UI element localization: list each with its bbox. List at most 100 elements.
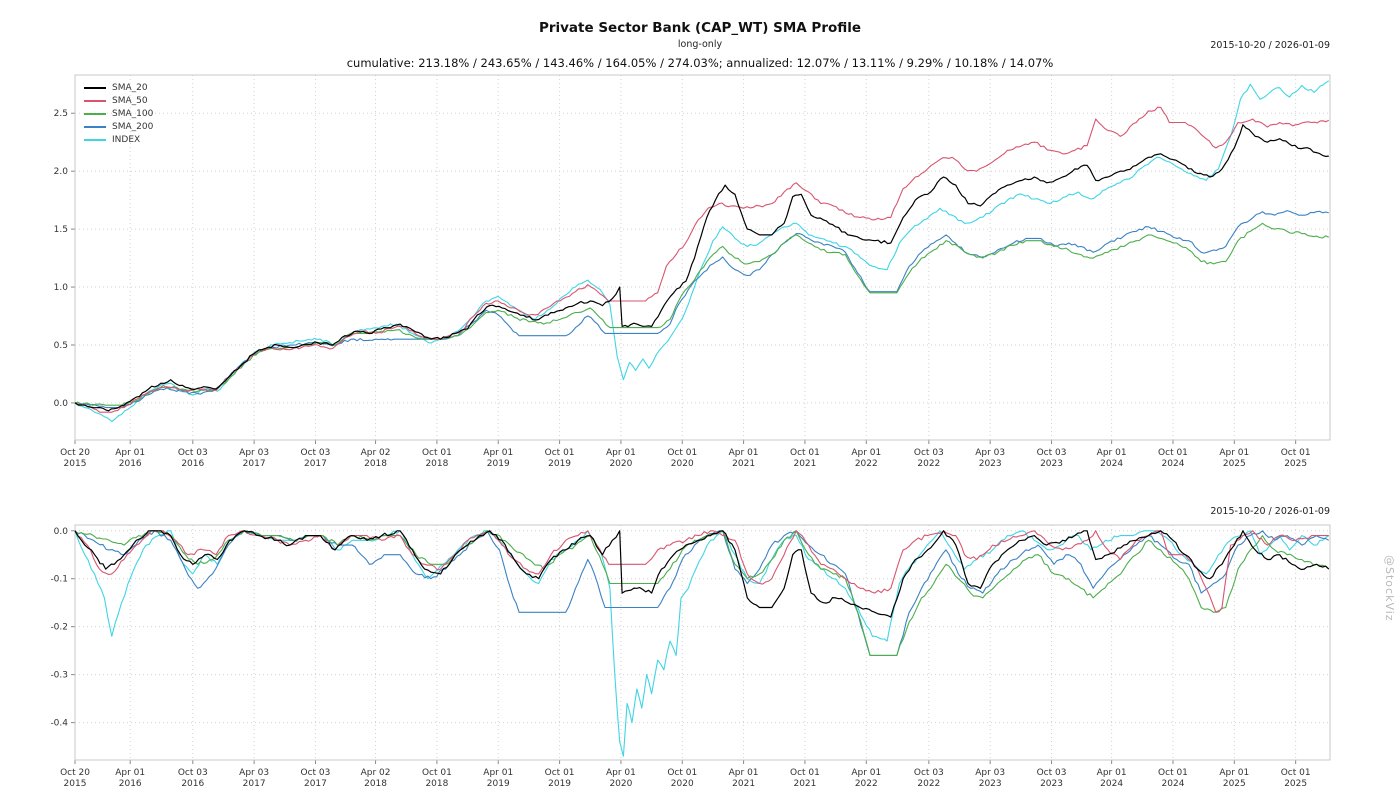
gridlines — [74, 75, 1330, 440]
series-line-SMA_50 — [74, 530, 1329, 613]
x-tick-year: 2016 — [119, 779, 142, 789]
x-tick-year: 2018 — [425, 779, 448, 789]
chart-title: Private Sector Bank (CAP_WT) SMA Profile — [538, 20, 862, 36]
x-tick-year: 2020 — [671, 459, 694, 469]
y-tick-label: 0.0 — [54, 399, 69, 409]
legend-swatch — [84, 100, 106, 102]
legend-swatch — [84, 113, 106, 115]
x-tick-label: Oct 03 — [914, 768, 944, 778]
date-range-top: 2015-10-20 / 2026-01-09 — [1210, 40, 1330, 51]
x-tick-year: 2015 — [64, 459, 87, 469]
x-tick-label: Oct 01 — [1158, 448, 1188, 458]
series-line-SMA_20 — [74, 530, 1330, 618]
x-tick-year: 2019 — [487, 779, 510, 789]
y-tick-label: 0.5 — [54, 341, 68, 351]
x-tick-year: 2022 — [855, 459, 878, 469]
series-line-SMA_200 — [74, 530, 1330, 656]
x-tick-year: 2020 — [609, 459, 632, 469]
x-tick-year: 2016 — [181, 459, 204, 469]
x-tick-year: 2024 — [1100, 459, 1123, 469]
x-tick-year: 2017 — [304, 779, 327, 789]
x-tick-year: 2017 — [304, 459, 327, 469]
x-tick-label: Apr 03 — [239, 768, 269, 778]
legend-item-index: INDEX — [84, 135, 153, 145]
legend-item-sma_50: SMA_50 — [84, 96, 153, 106]
x-tick-year: 2025 — [1223, 779, 1246, 789]
x-tick-label: Apr 01 — [729, 768, 759, 778]
legend: SMA_20 SMA_50 SMA_100 SMA_200 INDEX — [84, 83, 153, 145]
x-tick-label: Apr 01 — [483, 448, 513, 458]
y-tick-label: -0.1 — [50, 575, 68, 585]
series-line-SMA_20 — [74, 124, 1329, 412]
x-tick-year: 2022 — [917, 459, 940, 469]
plot-border — [74, 524, 1331, 761]
x-tick-year: 2023 — [1040, 459, 1063, 469]
y-tick-label: 2.0 — [54, 167, 69, 177]
y-tick-label: 2.5 — [54, 109, 68, 119]
y-tick-label: 0.0 — [54, 527, 69, 537]
x-tick-year: 2024 — [1100, 779, 1123, 789]
x-tick-year: 2023 — [979, 779, 1002, 789]
x-tick-year: 2018 — [425, 459, 448, 469]
series-line-SMA_100 — [74, 530, 1330, 656]
x-tick-label: Oct 03 — [1037, 768, 1067, 778]
x-tick-year: 2025 — [1284, 779, 1307, 789]
x-tick-label: Apr 01 — [115, 448, 145, 458]
x-tick-year: 2018 — [364, 779, 387, 789]
x-tick-label: Apr 01 — [606, 768, 636, 778]
x-tick-year: 2021 — [793, 779, 816, 789]
legend-item-sma_100: SMA_100 — [84, 109, 153, 119]
legend-swatch — [84, 87, 106, 89]
x-tick-year: 2024 — [1162, 779, 1185, 789]
x-tick-year: 2016 — [181, 779, 204, 789]
x-tick-year: 2025 — [1284, 459, 1307, 469]
x-tick-label: Apr 01 — [1097, 768, 1127, 778]
x-tick-label: Apr 03 — [975, 448, 1005, 458]
x-tick-label: Oct 01 — [1281, 448, 1311, 458]
x-tick-year: 2023 — [979, 459, 1002, 469]
chart-subtitle: long-only — [677, 39, 723, 50]
x-tick-year: 2017 — [243, 459, 266, 469]
legend-label: SMA_200 — [112, 122, 154, 132]
series-line-SMA_100 — [74, 222, 1330, 406]
x-tick-year: 2023 — [1040, 779, 1063, 789]
x-tick-label: Oct 03 — [178, 768, 208, 778]
x-tick-label: Apr 03 — [239, 448, 269, 458]
x-tick-year: 2022 — [917, 779, 940, 789]
x-tick-label: Apr 01 — [115, 768, 145, 778]
y-tick-label: -0.3 — [50, 671, 68, 681]
x-tick-label: Oct 03 — [914, 448, 944, 458]
x-tick-label: Oct 20 — [60, 768, 90, 778]
x-tick-label: Oct 01 — [545, 768, 575, 778]
x-tick-label: Apr 01 — [1219, 768, 1249, 778]
legend-label: SMA_100 — [112, 109, 154, 119]
x-tick-year: 2025 — [1223, 459, 1246, 469]
date-range-bottom: 2015-10-20 / 2026-01-09 — [1210, 506, 1330, 517]
x-tick-label: Oct 03 — [178, 448, 208, 458]
stats-line: cumulative: 213.18% / 243.65% / 143.46% … — [346, 56, 1054, 70]
y-tick-label: -0.2 — [50, 623, 68, 633]
x-tick-year: 2022 — [855, 779, 878, 789]
plot-border — [74, 74, 1331, 441]
watermark: @StockViz — [1383, 555, 1396, 622]
x-tick-label: Oct 20 — [60, 448, 90, 458]
x-tick-year: 2021 — [732, 459, 755, 469]
x-tick-year: 2019 — [487, 459, 510, 469]
x-tick-year: 2015 — [64, 779, 87, 789]
x-tick-year: 2019 — [548, 459, 571, 469]
x-tick-year: 2017 — [243, 779, 266, 789]
y-tick-label: 1.0 — [54, 283, 69, 293]
x-tick-label: Oct 03 — [301, 768, 331, 778]
legend-swatch — [84, 126, 106, 128]
x-tick-label: Apr 01 — [1097, 448, 1127, 458]
x-tick-label: Apr 01 — [729, 448, 759, 458]
x-tick-year: 2021 — [732, 779, 755, 789]
legend-item-sma_20: SMA_20 — [84, 83, 153, 93]
x-tick-label: Apr 01 — [606, 448, 636, 458]
x-tick-label: Apr 01 — [851, 448, 881, 458]
x-tick-label: Oct 01 — [667, 768, 697, 778]
